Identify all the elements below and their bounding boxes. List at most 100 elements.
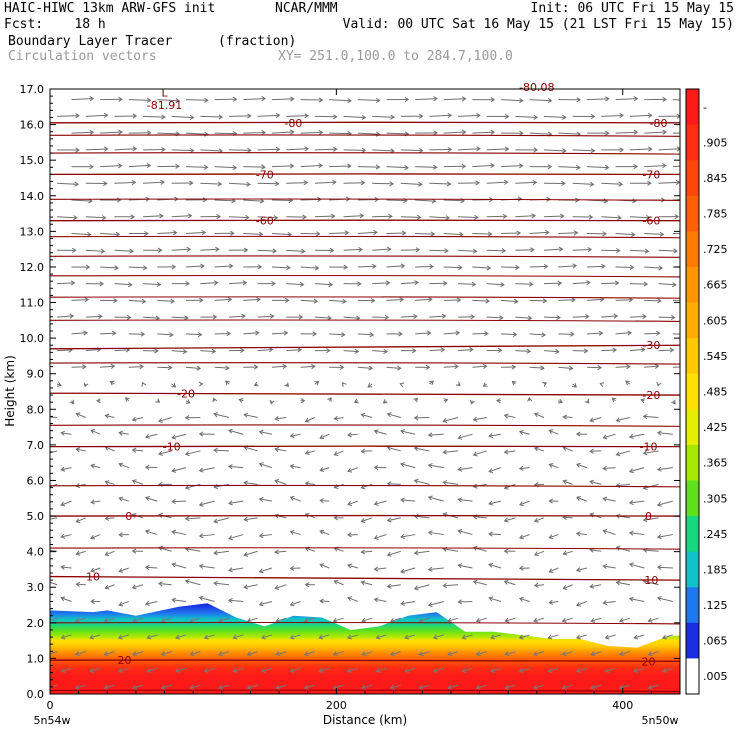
- circulation-vector-head: [413, 446, 419, 452]
- circulation-vector: [343, 248, 363, 251]
- temperature-contour: [50, 134, 680, 137]
- circulation-vector: [458, 498, 473, 502]
- circulation-vector: [400, 499, 416, 502]
- circulation-vector: [244, 414, 258, 418]
- circulation-vector-head: [160, 617, 166, 623]
- circulation-vector-head: [333, 579, 339, 585]
- circulation-vector-head: [382, 399, 388, 404]
- circulation-vector: [128, 299, 146, 303]
- circulation-vector: [261, 634, 273, 639]
- circulation-vector: [615, 131, 638, 134]
- circulation-vector-head: [455, 381, 461, 387]
- circulation-vector: [672, 99, 680, 101]
- circulation-vector: [334, 450, 344, 456]
- circulation-vector-head: [347, 501, 353, 506]
- y-tick-label: 4.0: [27, 546, 45, 559]
- circulation-vector: [128, 366, 144, 368]
- circulation-vector-head: [357, 281, 362, 287]
- circulation-vector-head: [590, 617, 596, 623]
- circulation-vector-head: [258, 462, 264, 468]
- circulation-vector-head: [274, 585, 280, 590]
- circulation-vector: [347, 500, 359, 506]
- circulation-vector-head: [518, 534, 524, 540]
- circulation-vector-head: [656, 564, 662, 570]
- circulation-vector: [259, 498, 273, 502]
- circulation-vector-head: [314, 265, 320, 271]
- circulation-vector-head: [171, 467, 177, 473]
- circulation-vector: [586, 265, 605, 268]
- circulation-vector: [172, 433, 187, 439]
- plot-annotation: L: [161, 87, 168, 100]
- circulation-vector: [515, 316, 532, 319]
- circulation-vector-head: [268, 347, 274, 353]
- circulation-vector-head: [456, 297, 462, 303]
- contour-label: -60: [642, 215, 660, 228]
- circulation-vector: [619, 684, 631, 689]
- circulation-vector: [473, 450, 487, 456]
- circulation-vector-head: [373, 464, 379, 471]
- circulation-vector: [519, 500, 530, 506]
- circulation-vector-head: [676, 146, 680, 152]
- circulation-vector: [419, 617, 430, 622]
- circulation-vector-head: [587, 247, 593, 253]
- circulation-vector: [362, 617, 373, 622]
- circulation-vector: [199, 565, 215, 569]
- circulation-vector: [572, 248, 592, 251]
- circulation-vector-head: [457, 264, 463, 271]
- circulation-vector: [629, 148, 652, 151]
- circulation-vector: [549, 567, 559, 573]
- circulation-vector-head: [228, 535, 233, 541]
- circulation-vector-head: [175, 634, 181, 640]
- circulation-vector-head: [273, 215, 279, 221]
- circulation-vector: [320, 467, 330, 471]
- circulation-vector: [247, 651, 258, 656]
- colorbar-label: .485: [703, 386, 728, 399]
- circulation-vector-head: [427, 495, 433, 501]
- circulation-vector: [57, 182, 79, 185]
- temperature-contour-0: [50, 514, 680, 517]
- circulation-vector: [458, 283, 476, 285]
- colorbar-swatch: [686, 516, 699, 553]
- circulation-vector-head: [339, 364, 345, 370]
- circulation-vector: [576, 634, 588, 639]
- circulation-vector-head: [146, 97, 152, 103]
- circulation-vector-head: [90, 598, 95, 605]
- circulation-vector-head: [614, 280, 620, 286]
- circulation-vector: [387, 517, 401, 522]
- circulation-vector-head: [611, 397, 617, 403]
- circulation-vector: [172, 531, 187, 536]
- circulation-vector-head: [60, 596, 66, 602]
- circulation-vector-head: [243, 412, 249, 418]
- circulation-vector-head: [457, 466, 463, 472]
- circulation-vector-head: [184, 315, 189, 321]
- circulation-vector-head: [304, 481, 310, 487]
- circulation-vector-head: [114, 265, 119, 271]
- circulation-vector-head: [103, 617, 109, 623]
- circulation-vector: [576, 496, 588, 502]
- circulation-vector-head: [254, 330, 260, 336]
- circulation-vector-head: [327, 315, 332, 321]
- circulation-vector: [214, 550, 230, 554]
- circulation-vector: [529, 132, 552, 135]
- circulation-vector-head: [413, 397, 418, 403]
- circulation-vector-head: [238, 397, 244, 403]
- circulation-vector-head: [198, 533, 204, 539]
- circulation-vector-head: [111, 330, 117, 336]
- circulation-vector-head: [427, 432, 433, 438]
- circulation-vector-head: [488, 596, 494, 602]
- circulation-vector: [200, 149, 223, 152]
- circulation-vector: [615, 366, 630, 368]
- circulation-vector: [519, 634, 530, 639]
- circulation-vector: [85, 114, 108, 117]
- circulation-vector-head: [232, 668, 238, 673]
- circulation-vector: [105, 517, 115, 520]
- circulation-vector-head: [125, 397, 130, 402]
- circulation-vector-head: [602, 496, 608, 502]
- circulation-vector-head: [461, 634, 467, 640]
- contour-label: -20: [177, 387, 195, 400]
- circulation-vector-head: [482, 382, 488, 387]
- circulation-vector-head: [384, 314, 390, 320]
- circulation-vector-head: [632, 198, 637, 204]
- temperature-contour--70: [50, 173, 680, 176]
- temperature-contour--10: [50, 445, 680, 448]
